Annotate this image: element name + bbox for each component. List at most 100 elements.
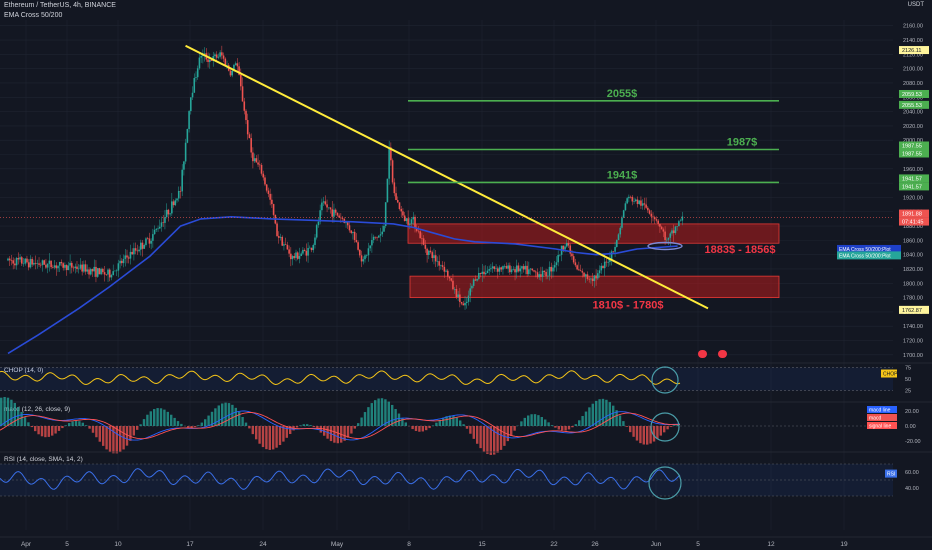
x-tick-label: 17 bbox=[186, 541, 194, 548]
candle-body bbox=[50, 260, 52, 268]
y-tick-label: 2020.00 bbox=[903, 124, 923, 130]
candle-body bbox=[22, 263, 25, 265]
macd-bar bbox=[520, 421, 523, 426]
highlight-ellipse bbox=[647, 241, 683, 251]
candle-body bbox=[138, 249, 140, 252]
candle-body bbox=[229, 70, 232, 76]
macd-bar bbox=[316, 426, 319, 430]
macd-bar bbox=[85, 425, 88, 426]
macd-bar bbox=[350, 426, 353, 434]
candle-body bbox=[334, 209, 337, 213]
y-tick-label: 1780.00 bbox=[903, 296, 923, 302]
candle-body bbox=[633, 201, 635, 202]
macd-bar bbox=[618, 415, 622, 426]
macd-bar bbox=[200, 422, 203, 426]
macd-bar bbox=[234, 407, 237, 426]
candle-body bbox=[415, 228, 418, 231]
candle-body bbox=[393, 182, 396, 194]
zone-rect[interactable] bbox=[407, 223, 780, 244]
candle-body bbox=[422, 238, 425, 245]
macd-tag bbox=[867, 414, 897, 421]
candle-body bbox=[145, 238, 147, 246]
candle-body bbox=[664, 231, 666, 240]
candle-body bbox=[46, 263, 49, 268]
candle-body bbox=[448, 276, 451, 279]
candle-body bbox=[581, 271, 584, 273]
candle-body bbox=[428, 250, 430, 255]
macd-bar bbox=[489, 426, 492, 455]
candle-body bbox=[609, 259, 611, 263]
candle-body bbox=[238, 66, 240, 75]
event-icon-2[interactable] bbox=[718, 350, 727, 358]
candle-body bbox=[124, 255, 127, 259]
pane-y-tick: 60.00 bbox=[905, 470, 919, 476]
candle-body bbox=[395, 193, 397, 201]
candle-body bbox=[369, 245, 371, 249]
candle-body bbox=[662, 229, 665, 232]
zone-label: 1883$ - 1856$ bbox=[705, 244, 776, 256]
candle-body bbox=[502, 266, 504, 270]
event-icon-1[interactable] bbox=[698, 350, 707, 358]
macd-bar bbox=[272, 426, 275, 450]
x-tick-label: 10 bbox=[114, 541, 122, 548]
candle-body bbox=[257, 162, 259, 165]
y-tick-label: 2040.00 bbox=[903, 110, 923, 116]
candle-body bbox=[165, 209, 168, 218]
candle-body bbox=[381, 231, 384, 235]
axis-tag-text: 2055.53 bbox=[902, 103, 922, 109]
candle-body bbox=[193, 77, 196, 93]
price-pane[interactable]: 2055$ 1987$ 1941$ 1883$ - 1856$ 1810$ - 1780… bbox=[0, 44, 893, 358]
candle-body bbox=[612, 251, 615, 253]
candle-body bbox=[619, 227, 622, 235]
candle-body bbox=[171, 201, 173, 214]
macd-bar bbox=[418, 426, 421, 432]
candle-body bbox=[310, 247, 313, 251]
macd-bar bbox=[540, 417, 543, 426]
macd-bar bbox=[336, 426, 339, 444]
trendline[interactable] bbox=[185, 44, 709, 310]
candle-body bbox=[552, 267, 554, 272]
x-tick-label: Apr bbox=[21, 541, 32, 548]
candle-body bbox=[346, 222, 349, 226]
candle-body bbox=[253, 158, 256, 162]
x-tick-label: 22 bbox=[550, 541, 558, 548]
candle-body bbox=[388, 147, 390, 179]
macd-bar bbox=[506, 426, 509, 442]
candle-body bbox=[169, 213, 171, 215]
macd-bar bbox=[656, 426, 659, 439]
candle-body bbox=[96, 268, 99, 277]
macd-bar bbox=[136, 426, 139, 430]
macd-pane[interactable]: macd (12, 26, close, 9) 20.00 0.00 -20.00 ma… bbox=[0, 396, 932, 455]
candle-body bbox=[17, 257, 20, 260]
candle-body bbox=[55, 265, 58, 269]
candle-body bbox=[284, 244, 287, 245]
x-tick-label: 12 bbox=[767, 541, 775, 548]
time-axis[interactable]: Apr 5 10 17 24 May 8 15 22 26 Jun 5 12 19 bbox=[0, 536, 932, 548]
candle-body bbox=[355, 240, 358, 243]
axis-tag-text: 1941.57 bbox=[902, 176, 922, 182]
resistance-levels: 2055$ 1987$ 1941$ 1883$ - 1856$ 1810$ - 1780… bbox=[408, 88, 779, 312]
macd-bar bbox=[102, 426, 105, 446]
candle-body bbox=[203, 53, 206, 54]
candle-body bbox=[452, 280, 454, 290]
rsi-pane[interactable]: RSI (14, close, SMA, 14, 2) 60.00 40.00 RSI bbox=[0, 451, 932, 500]
candle-body bbox=[367, 248, 370, 256]
macd-bar bbox=[370, 403, 373, 426]
axis-tag-bg bbox=[899, 217, 929, 226]
candle-body bbox=[555, 262, 558, 266]
macd-bar bbox=[23, 417, 27, 426]
macd-bar bbox=[302, 424, 305, 426]
candle-body bbox=[307, 247, 309, 256]
candle-body bbox=[77, 268, 80, 270]
candle-body bbox=[341, 218, 344, 220]
candle-body bbox=[526, 265, 528, 275]
macd-bar bbox=[20, 412, 23, 426]
candle-body bbox=[462, 303, 465, 306]
candle-body bbox=[69, 262, 71, 266]
candle-body bbox=[495, 268, 497, 270]
candle-body bbox=[365, 255, 368, 256]
macd-bar bbox=[156, 408, 159, 426]
candle-body bbox=[279, 236, 282, 238]
chop-pane[interactable]: CHOP (14, 0) 75 50 25 CHOP bbox=[0, 362, 932, 394]
